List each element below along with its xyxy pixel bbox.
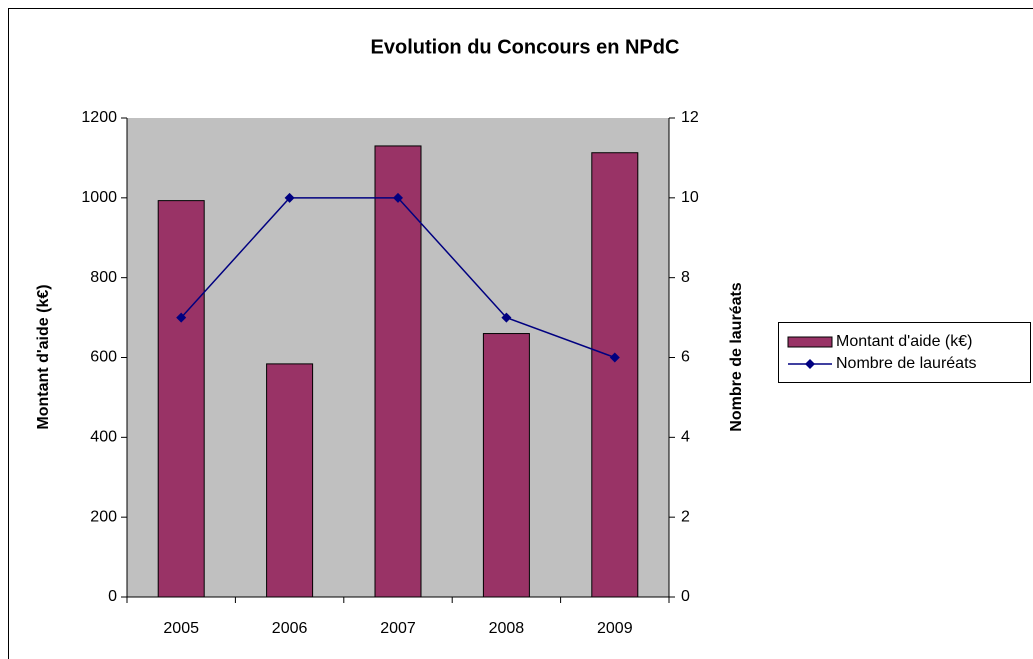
bar [157,200,205,598]
line-marker [393,192,403,203]
y2-axis-label: Nombre de lauréats [728,282,745,431]
legend-marker [805,359,815,369]
y2-tick-label: 10 [681,189,699,206]
y-tick-label: 400 [90,429,117,446]
x-tick-label: 2006 [272,620,308,637]
x-tick-label: 2009 [597,620,633,637]
y2-tick-label: 2 [681,508,690,525]
x-tick-label: 2005 [163,620,199,637]
y2-tick-label: 0 [681,588,690,605]
y-tick-label: 600 [90,349,117,366]
y-tick-label: 800 [90,269,117,286]
bar [374,145,422,598]
y-tick-label: 1200 [81,109,117,126]
legend-label: Nombre de lauréats [836,355,977,372]
chart-title: Evolution du Concours en NPdC [371,36,680,58]
y-tick-label: 1000 [81,189,117,206]
y-axis-label: Montant d'aide (k€) [35,284,52,429]
legend-label: Montant d'aide (k€) [836,333,972,350]
x-tick-label: 2007 [380,620,416,637]
line-marker [501,312,512,323]
line-marker [284,192,295,203]
legend-box [778,322,1031,383]
bar [482,333,530,598]
y2-tick-label: 6 [681,349,690,366]
bar [591,152,639,598]
y2-tick-label: 12 [681,109,699,126]
y2-tick-label: 8 [681,269,690,286]
legend-swatch [787,336,833,348]
y-tick-label: 0 [108,588,117,605]
y2-tick-label: 4 [681,429,690,446]
x-tick-label: 2008 [489,620,525,637]
line-marker [176,312,187,323]
line-marker [609,352,620,363]
bar [266,363,314,598]
y-tick-label: 200 [90,508,117,525]
